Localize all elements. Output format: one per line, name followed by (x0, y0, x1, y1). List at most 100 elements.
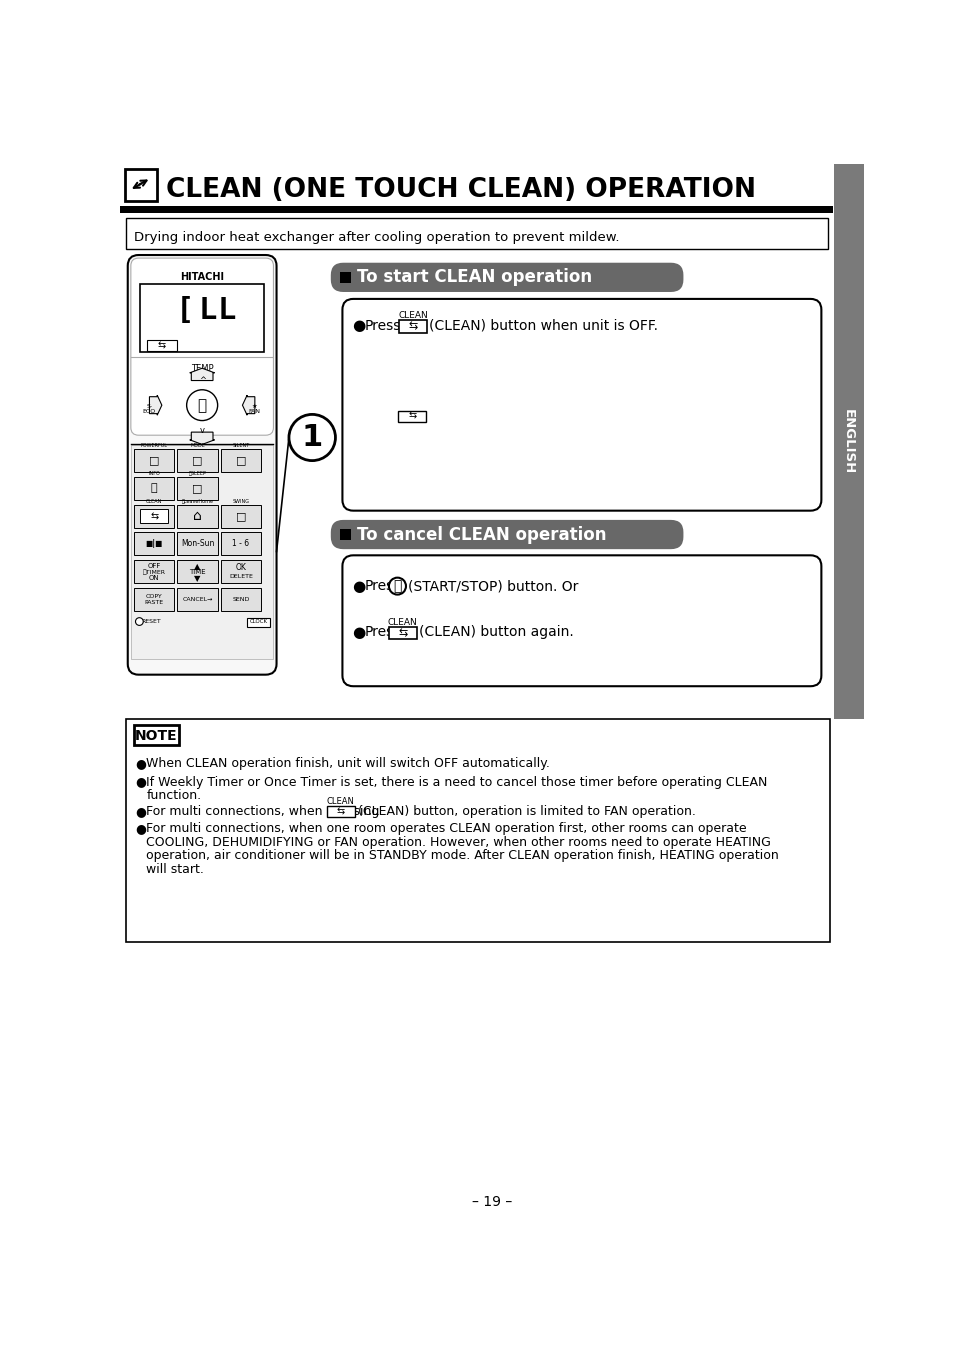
Text: ⇆: ⇆ (408, 410, 417, 421)
Text: ⓈTIMER: ⓈTIMER (143, 569, 165, 575)
Text: ": " (365, 408, 372, 423)
Text: During  this  operation,  HEATING  or  FAN  operation  shall: During this operation, HEATING or FAN op… (365, 352, 771, 367)
Bar (140, 509, 168, 523)
Text: operation, air conditioner will be in STANDBY mode. After CLEAN operation finish: operation, air conditioner will be in ST… (146, 850, 780, 862)
FancyBboxPatch shape (343, 555, 822, 687)
Text: ⓞ: ⓞ (198, 398, 206, 413)
Text: L: L (199, 295, 217, 326)
Bar (221, 505, 261, 528)
Text: To cancel CLEAN operation: To cancel CLEAN operation (357, 525, 607, 543)
Text: Total time taken for One Touch Clean operation is 60 minutes.: Total time taken for One Touch Clean ope… (365, 337, 794, 350)
FancyArrow shape (150, 395, 162, 415)
Text: HITACHI: HITACHI (180, 272, 224, 282)
Text: Mon-Sun: Mon-Sun (180, 539, 214, 549)
Bar (178, 505, 218, 528)
Text: ●: ● (352, 579, 366, 594)
Text: ▼: ▼ (194, 575, 201, 583)
Bar (125, 168, 157, 201)
Text: POWERFUL: POWERFUL (140, 443, 168, 449)
Bar (221, 560, 261, 583)
Text: CLEAN: CLEAN (397, 402, 425, 412)
Text: CLEAN: CLEAN (326, 798, 354, 806)
FancyBboxPatch shape (343, 300, 822, 510)
Text: □: □ (149, 456, 159, 465)
Text: ●: ● (135, 822, 146, 834)
Text: (START/STOP) button. Or: (START/STOP) button. Or (408, 579, 579, 594)
Text: [: [ (176, 295, 194, 326)
Circle shape (289, 415, 335, 461)
Bar (120, 164, 833, 211)
Bar (120, 205, 833, 212)
Bar (126, 718, 829, 941)
Text: ⇆: ⇆ (150, 512, 158, 521)
Bar (134, 505, 175, 528)
FancyBboxPatch shape (128, 254, 276, 674)
Text: ⌂: ⌂ (193, 509, 202, 523)
Text: CLEAN: CLEAN (146, 499, 162, 503)
Text: CANCEL→: CANCEL→ (182, 596, 213, 602)
Text: – 19 –: – 19 – (472, 1196, 512, 1209)
Text: For multi connections, when one room operates CLEAN operation first, other rooms: For multi connections, when one room ope… (146, 822, 747, 834)
Text: ●: ● (352, 625, 366, 640)
FancyBboxPatch shape (331, 520, 684, 549)
Text: SILENT: SILENT (232, 443, 250, 449)
Text: □: □ (192, 483, 203, 494)
Text: COOLING, DEHUMIDIFYING or FAN operation. However, when other rooms need to opera: COOLING, DEHUMIDIFYING or FAN operation.… (146, 836, 771, 848)
Bar (178, 449, 218, 472)
Text: ⓘ: ⓘ (151, 483, 157, 494)
Text: If Weekly Timer or Once Timer is set, there is a need to cancel those timer befo: If Weekly Timer or Once Timer is set, th… (146, 776, 768, 788)
Text: Press: Press (365, 579, 401, 594)
Text: v: v (200, 425, 204, 435)
Text: □: □ (192, 456, 203, 465)
Text: OK: OK (235, 564, 247, 572)
FancyArrow shape (243, 395, 254, 415)
Text: OFF: OFF (148, 564, 160, 569)
Text: For multi connections, when pressing: For multi connections, when pressing (146, 804, 380, 818)
Text: Press: Press (365, 625, 401, 639)
Text: ", ": ", " (391, 408, 412, 423)
Text: ●: ● (135, 804, 146, 818)
Bar (134, 477, 175, 499)
Text: CLOCK: CLOCK (250, 620, 268, 624)
Text: ★
FAN: ★ FAN (249, 404, 261, 415)
Bar (126, 218, 828, 249)
Bar (131, 445, 274, 659)
Text: CLEAN: CLEAN (398, 311, 428, 320)
Text: S-
ECO: S- ECO (143, 404, 156, 415)
Text: ⓈSLEEP: ⓈSLEEP (188, 471, 206, 476)
Text: CLEAN (ONE TOUCH CLEAN) OPERATION: CLEAN (ONE TOUCH CLEAN) OPERATION (166, 178, 756, 204)
Bar (399, 320, 427, 332)
Bar (178, 532, 218, 555)
Text: To start CLEAN operation: To start CLEAN operation (357, 268, 592, 286)
FancyArrow shape (190, 432, 214, 445)
Bar (134, 588, 175, 610)
Text: ⇆: ⇆ (337, 807, 345, 817)
Text: INFO: INFO (148, 471, 160, 476)
Text: Press: Press (365, 319, 401, 332)
Text: ⇆: ⇆ (398, 628, 408, 637)
Text: When CLEAN operation finish, unit will switch OFF automatically.: When CLEAN operation finish, unit will s… (146, 757, 550, 770)
Text: CL: CL (372, 408, 390, 423)
Bar (134, 532, 175, 555)
Text: ⓘ: ⓘ (394, 579, 401, 594)
Bar (178, 588, 218, 610)
Bar (178, 560, 218, 583)
Bar (834, 164, 864, 718)
Text: will start.: will start. (146, 863, 204, 877)
Text: L: L (218, 295, 236, 326)
Text: ⓋLeaveHome: ⓋLeaveHome (181, 499, 213, 503)
Bar (340, 529, 351, 540)
Bar (340, 272, 351, 283)
Text: function.: function. (146, 789, 202, 803)
Text: During one touch clean, operation lamp is blinking.: During one touch clean, operation lamp i… (365, 382, 721, 395)
FancyArrow shape (190, 368, 214, 380)
FancyBboxPatch shape (131, 259, 274, 435)
Text: □: □ (235, 456, 246, 465)
Text: (CLEAN) button, operation is limited to FAN operation.: (CLEAN) button, operation is limited to … (358, 804, 696, 818)
Text: ▲: ▲ (194, 562, 201, 570)
Bar (178, 477, 218, 499)
Text: SEND: SEND (232, 596, 250, 602)
Text: SWING: SWING (232, 499, 250, 503)
Text: (CLEAN) button when unit is OFF.: (CLEAN) button when unit is OFF. (429, 319, 659, 332)
Text: ●: ● (135, 757, 146, 770)
